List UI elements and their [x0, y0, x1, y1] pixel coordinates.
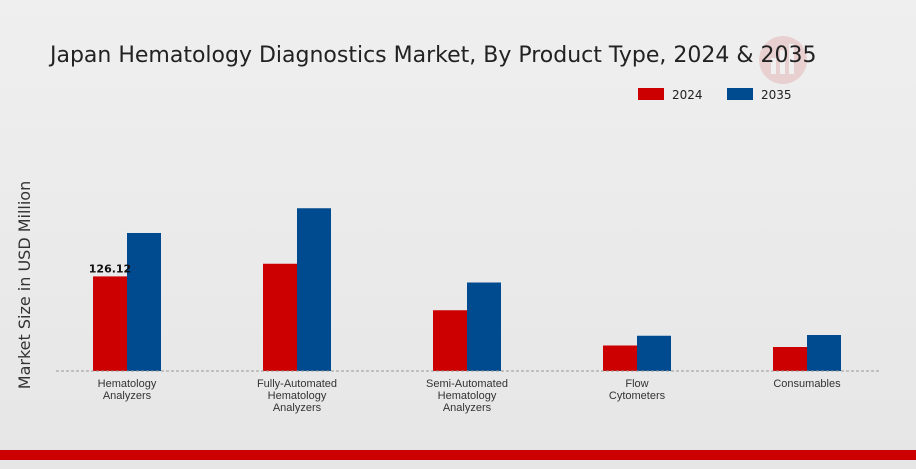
x-tick-label-0-line-0: Hematology: [98, 378, 157, 390]
legend-swatch-2035: [727, 88, 753, 100]
legend: 2024 2035: [638, 88, 792, 102]
bars-layer: [93, 208, 841, 371]
x-tick-label-4-line-0: Consumables: [773, 378, 841, 390]
chart-title: Japan Hematology Diagnostics Market, By …: [48, 43, 817, 68]
x-tick-label-3-line-1: Cytometers: [609, 390, 666, 402]
x-tick-label-0-line-1: Analyzers: [103, 390, 152, 402]
bar-2024-4: [773, 347, 807, 371]
bar-2035-0: [127, 233, 161, 371]
x-tick-label-3-line-0: Flow: [625, 378, 648, 390]
legend-label-2035: 2035: [761, 88, 792, 102]
x-tick-label-2-line-0: Semi-Automated: [426, 378, 508, 390]
bar-2024-1: [263, 263, 297, 371]
bar-2024-0: [93, 276, 127, 371]
x-tick-label-1-line-0: Fully-Automated: [257, 378, 337, 390]
watermark-logo-icon: [759, 36, 807, 84]
bar-2035-1: [297, 208, 331, 371]
legend-label-2024: 2024: [672, 88, 703, 102]
legend-swatch-2024: [638, 88, 664, 100]
bar-2035-3: [637, 335, 671, 371]
labels-layer: HematologyAnalyzersFully-AutomatedHemato…: [89, 262, 841, 414]
footer-band: [0, 450, 916, 460]
bar-2024-2: [433, 310, 467, 371]
x-tick-label-2-line-2: Analyzers: [443, 402, 492, 414]
bar-2024-3: [603, 345, 637, 371]
bar-2035-2: [467, 282, 501, 371]
bar-2035-4: [807, 335, 841, 371]
x-tick-label-1-line-2: Analyzers: [273, 402, 322, 414]
x-tick-label-2-line-1: Hematology: [438, 390, 497, 402]
x-tick-label-1-line-1: Hematology: [268, 390, 327, 402]
y-axis-label: Market Size in USD Million: [15, 181, 34, 389]
data-label-0: 126.12: [89, 262, 131, 275]
